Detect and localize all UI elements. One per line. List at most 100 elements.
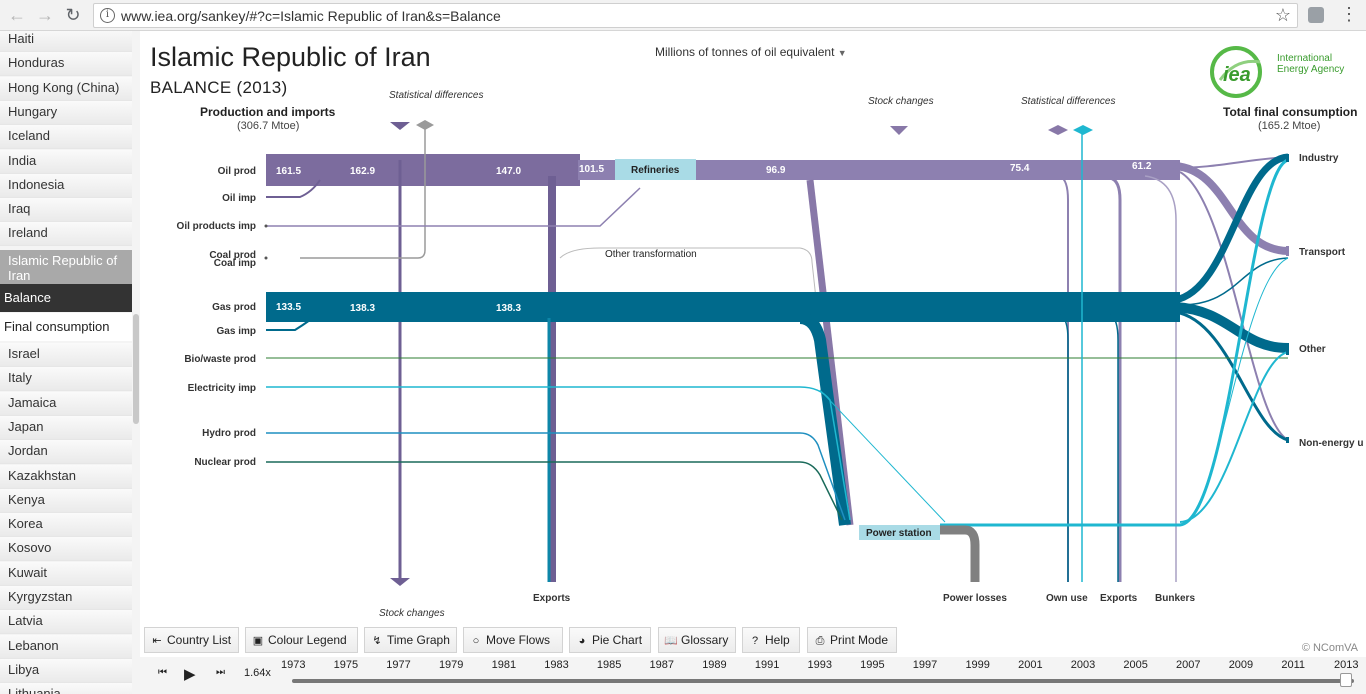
- sidebar-item-country[interactable]: Iraq: [0, 198, 132, 223]
- print-mode-button[interactable]: ⎙ Print Mode: [807, 627, 897, 653]
- timeline-year[interactable]: 2013: [1334, 659, 1359, 671]
- sidebar-item-country[interactable]: Haiti: [0, 31, 132, 52]
- non-energy-node[interactable]: [1286, 437, 1289, 443]
- oil-to-power-flow[interactable]: [806, 179, 854, 526]
- other-transformation-label[interactable]: Other transformation: [605, 249, 697, 260]
- power-station-label[interactable]: Power station: [866, 528, 932, 539]
- reload-icon[interactable]: ↻: [65, 5, 81, 25]
- stock-changes-arrow-icon[interactable]: [890, 126, 908, 135]
- timeline-year[interactable]: 1979: [438, 659, 464, 671]
- sidebar-item-country[interactable]: Lebanon: [0, 634, 132, 659]
- country-list-button[interactable]: ⇤ Country List: [144, 627, 239, 653]
- stock-changes-bottom-arrow-icon[interactable]: [390, 578, 410, 586]
- oil-products-imp-flow[interactable]: [266, 187, 641, 227]
- sidebar-item-country[interactable]: Kuwait: [0, 561, 132, 586]
- source-label-coal-prod[interactable]: Coal prod: [209, 250, 256, 261]
- timeline-year[interactable]: 1985: [596, 659, 622, 671]
- sink-label-other[interactable]: Other: [1299, 344, 1326, 355]
- gas-imp-flow[interactable]: [266, 319, 311, 331]
- timeline-year[interactable]: 1999: [965, 659, 990, 671]
- time-graph-button[interactable]: ↯ Time Graph: [364, 627, 457, 653]
- oil-to-nonenergy-flow[interactable]: [1179, 171, 1289, 441]
- sidebar-item-selected-country[interactable]: Islamic Republic of Iran: [0, 250, 132, 286]
- timeline-year[interactable]: 1973: [281, 659, 306, 671]
- gas-to-industry-flow[interactable]: [1174, 153, 1289, 304]
- electricity-to-other-flow[interactable]: [1179, 351, 1289, 523]
- sidebar-item-country[interactable]: India: [0, 149, 132, 174]
- sidebar-item-country[interactable]: Italy: [0, 367, 132, 392]
- source-label-bio-waste-prod[interactable]: Bio/waste prod: [184, 354, 256, 365]
- nuclear-flow[interactable]: [266, 461, 843, 521]
- timeline-year[interactable]: 1977: [386, 659, 411, 671]
- url-text[interactable]: www.iea.org/sankey/#?c=Islamic Republic …: [121, 8, 501, 24]
- timeline-year[interactable]: 1975: [333, 659, 359, 671]
- unit-selector[interactable]: Millions of tonnes of oil equivalent ▼: [655, 45, 847, 59]
- bookmark-star-icon[interactable]: ☆: [1274, 5, 1291, 25]
- sidebar-subitem-balance[interactable]: Balance: [0, 284, 132, 312]
- time-graph-label[interactable]: Time Graph: [387, 633, 450, 647]
- sidebar-item-country[interactable]: Hungary: [0, 100, 132, 125]
- timeline-year[interactable]: 1997: [912, 659, 938, 671]
- electricity-cross-flow[interactable]: [819, 389, 946, 523]
- info-icon[interactable]: i: [100, 8, 115, 23]
- hydro-flow[interactable]: [266, 432, 846, 521]
- extension-icon[interactable]: [1308, 7, 1324, 23]
- refineries-node[interactable]: [615, 159, 696, 180]
- timeline-year[interactable]: 2001: [1018, 659, 1043, 671]
- move-flows-button[interactable]: ○ Move Flows: [463, 627, 563, 653]
- gas-own-use-flow[interactable]: [1059, 314, 1069, 582]
- step-back-icon[interactable]: ⏮: [158, 667, 167, 678]
- gas-to-power-flow[interactable]: [799, 312, 851, 526]
- stat-diff-3-diamond-icon[interactable]: [1073, 125, 1093, 135]
- power-losses-flow[interactable]: [940, 525, 980, 582]
- source-label-oil-prod[interactable]: Oil prod: [218, 166, 256, 177]
- pie-chart-button[interactable]: ◕ Pie Chart: [569, 627, 651, 653]
- sidebar-item-country[interactable]: Hong Kong (China): [0, 76, 132, 101]
- timeline-year[interactable]: 2009: [1228, 659, 1254, 671]
- timeline-year[interactable]: 1989: [702, 659, 727, 671]
- coal-flow[interactable]: [300, 128, 426, 259]
- other-transformation-flow[interactable]: [559, 247, 841, 521]
- source-label-nuclear-prod[interactable]: Nuclear prod: [194, 457, 256, 468]
- gas-exports-2-flow[interactable]: [1109, 314, 1119, 582]
- glossary-button[interactable]: 📖 Glossary: [658, 627, 736, 653]
- oil-imp-flow[interactable]: [266, 179, 321, 198]
- gas-to-transport-flow[interactable]: [1179, 257, 1289, 306]
- oil-products-exports-flow[interactable]: [1109, 176, 1122, 582]
- timeline-thumb[interactable]: [1340, 673, 1352, 687]
- chevron-down-icon[interactable]: ▼: [837, 48, 847, 58]
- print-mode-label[interactable]: Print Mode: [830, 633, 889, 647]
- glossary-label[interactable]: Glossary: [681, 633, 729, 647]
- sidebar-item-country[interactable]: Israel: [0, 343, 132, 367]
- timeline-year[interactable]: 2011: [1281, 659, 1305, 671]
- industry-node[interactable]: [1286, 154, 1289, 162]
- source-label-gas-prod[interactable]: Gas prod: [212, 302, 256, 313]
- timeline-year[interactable]: 2003: [1070, 659, 1096, 671]
- source-label-oil-products-imp[interactable]: Oil products imp: [177, 221, 256, 232]
- electricity-to-transport-flow[interactable]: [1179, 257, 1289, 525]
- electricity-imp-flow[interactable]: [266, 386, 851, 521]
- sidebar-item-country[interactable]: Iceland: [0, 125, 132, 150]
- sidebar-item-country[interactable]: Honduras: [0, 52, 132, 77]
- timeline-track[interactable]: [292, 679, 1354, 683]
- sink-label-non-energy[interactable]: Non-energy u: [1299, 438, 1363, 449]
- sink-label-industry[interactable]: Industry: [1299, 153, 1339, 164]
- sidebar-item-country[interactable]: Libya: [0, 658, 132, 683]
- step-forward-icon[interactable]: ⏭: [216, 667, 225, 678]
- timeline-year[interactable]: 1991: [754, 659, 780, 671]
- source-label-electricity-imp[interactable]: Electricity imp: [188, 383, 256, 394]
- unit-selector-label[interactable]: Millions of tonnes of oil equivalent: [655, 45, 835, 59]
- timeline-year[interactable]: 2007: [1176, 659, 1201, 671]
- other-node[interactable]: [1286, 343, 1289, 355]
- country-list-label[interactable]: Country List: [167, 633, 232, 647]
- gas-to-nonenergy-flow[interactable]: [1174, 310, 1289, 442]
- back-icon[interactable]: ←: [8, 5, 26, 25]
- refineries-label[interactable]: Refineries: [631, 165, 680, 176]
- timeline-year[interactable]: 1981: [491, 659, 517, 671]
- help-label[interactable]: Help: [765, 633, 790, 647]
- colour-legend-label[interactable]: Colour Legend: [268, 633, 347, 647]
- sidebar-item-country[interactable]: Indonesia: [0, 173, 132, 198]
- source-label-oil-imp[interactable]: Oil imp: [222, 193, 256, 204]
- address-bar[interactable]: i www.iea.org/sankey/#?c=Islamic Republi…: [93, 3, 1298, 28]
- bottom-label-exports-2[interactable]: Exports: [1100, 593, 1138, 604]
